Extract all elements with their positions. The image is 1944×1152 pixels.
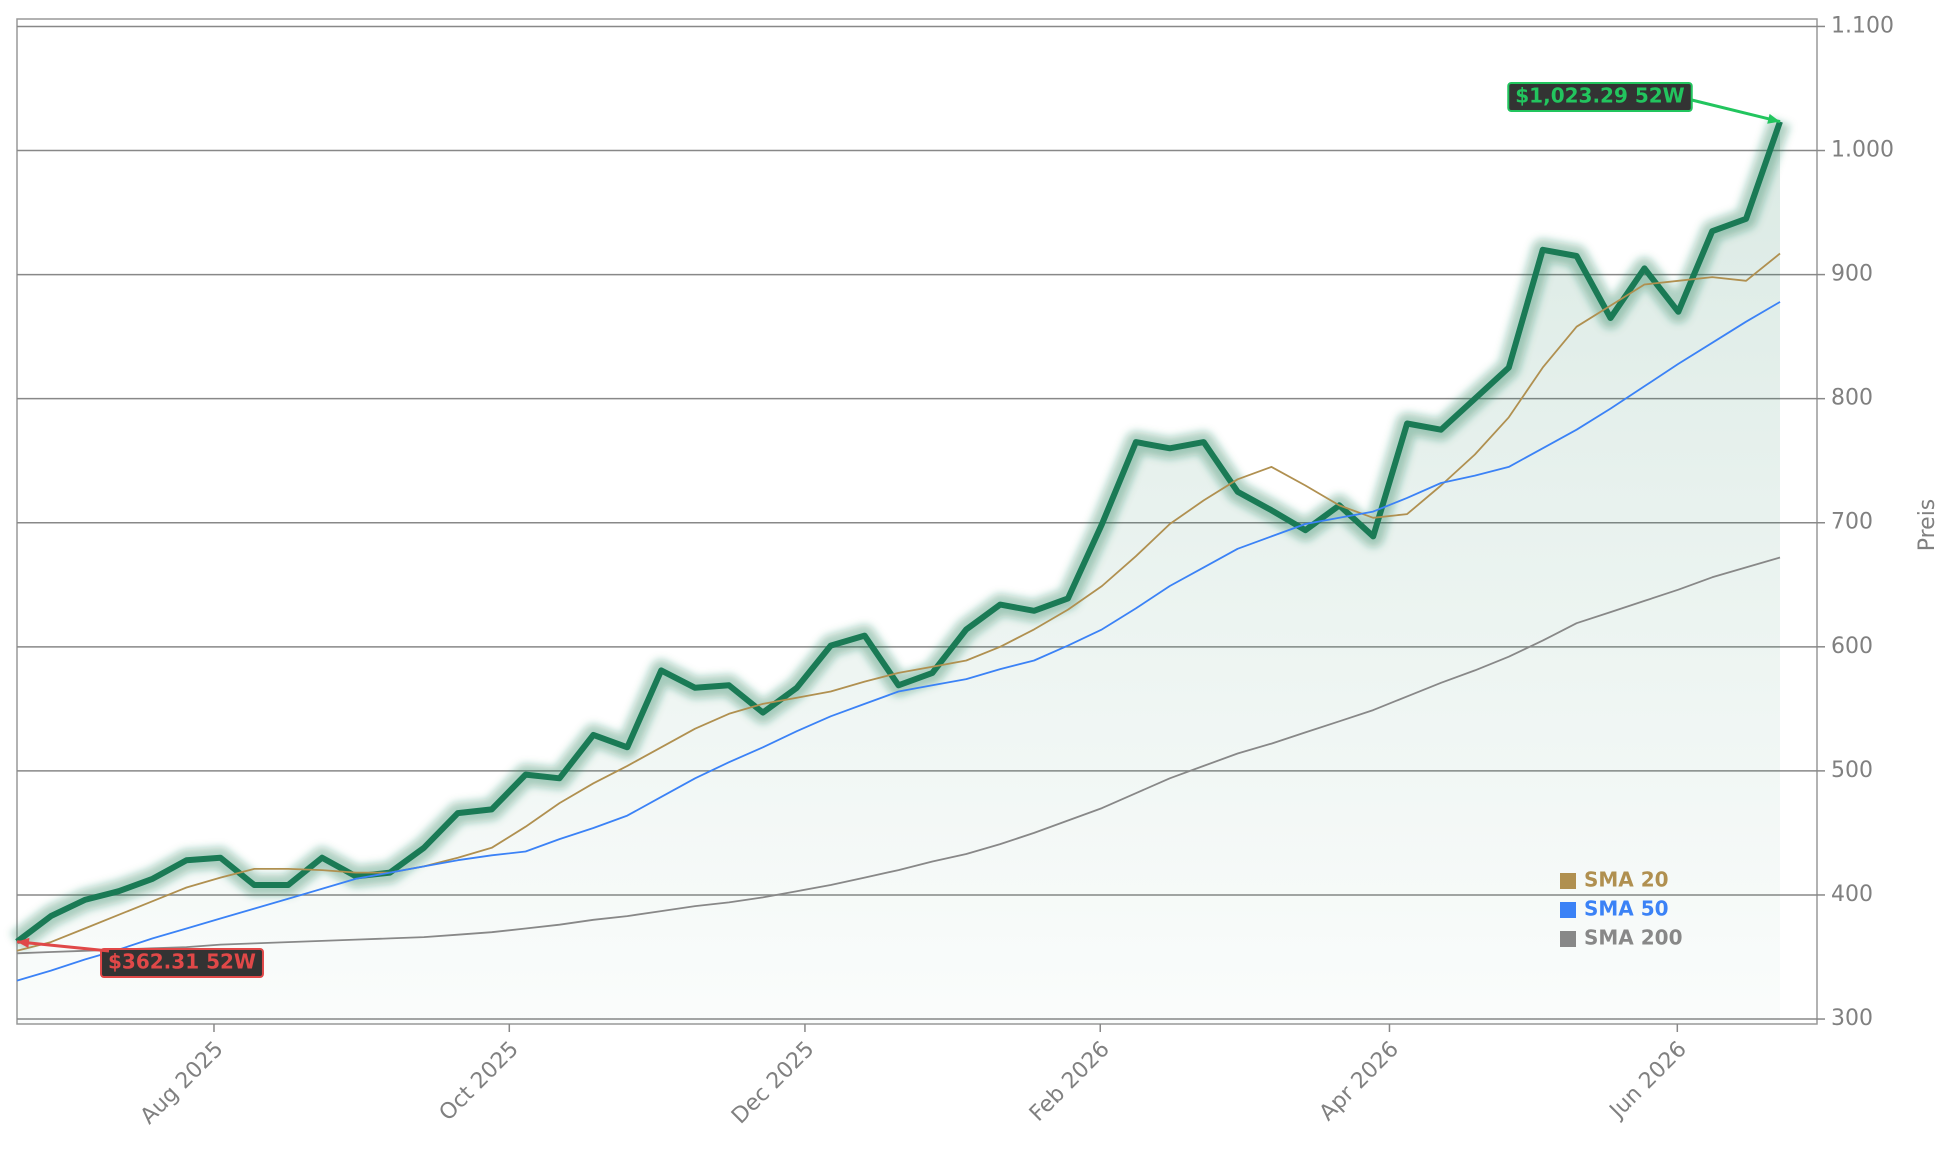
series-line	[16, 252, 1781, 952]
x-tick-label: Feb 2026	[1025, 1037, 1115, 1127]
annotation-arrowhead	[1767, 113, 1781, 124]
annotation-label: $362.31 52W	[108, 950, 256, 974]
y-axis-label: Preis	[1915, 499, 1940, 552]
legend-swatch	[1560, 902, 1576, 918]
series-line	[16, 301, 1781, 982]
y-tick-label: 600	[1831, 634, 1873, 659]
x-tick-label: Dec 2025	[727, 1037, 819, 1129]
x-tick-label: Aug 2025	[136, 1037, 229, 1130]
annotation-box	[100, 948, 264, 978]
x-tick-label: Apr 2026	[1315, 1037, 1404, 1126]
series-line	[16, 556, 1781, 955]
y-tick-label: 400	[1831, 882, 1873, 907]
x-tick-label: Jun 2026	[1604, 1037, 1692, 1125]
annotation-box	[1507, 82, 1693, 112]
annotation-arrow	[16, 940, 110, 953]
legend-swatch	[1560, 873, 1576, 889]
annotation-arrowhead	[17, 937, 30, 948]
y-tick-label: 300	[1831, 1006, 1873, 1031]
x-tick-label: Oct 2025	[435, 1037, 524, 1126]
y-tick-label: 1.100	[1831, 13, 1894, 38]
y-tick-label: 900	[1831, 262, 1873, 287]
y-tick-label: 700	[1831, 510, 1873, 535]
y-tick-label: 800	[1831, 386, 1873, 411]
legend-swatch	[1560, 931, 1576, 947]
price-area	[17, 121, 1780, 1025]
legend-label: SMA 200	[1584, 926, 1683, 950]
legend-label: SMA 20	[1584, 868, 1669, 892]
annotation-arrow	[1691, 98, 1781, 124]
series-line	[15, 120, 1783, 945]
y-tick-label: 1.000	[1831, 138, 1894, 163]
y-tick-label: 500	[1831, 758, 1873, 783]
annotation-label: $1,023.29 52W	[1515, 84, 1684, 108]
legend-label: SMA 50	[1584, 897, 1669, 921]
